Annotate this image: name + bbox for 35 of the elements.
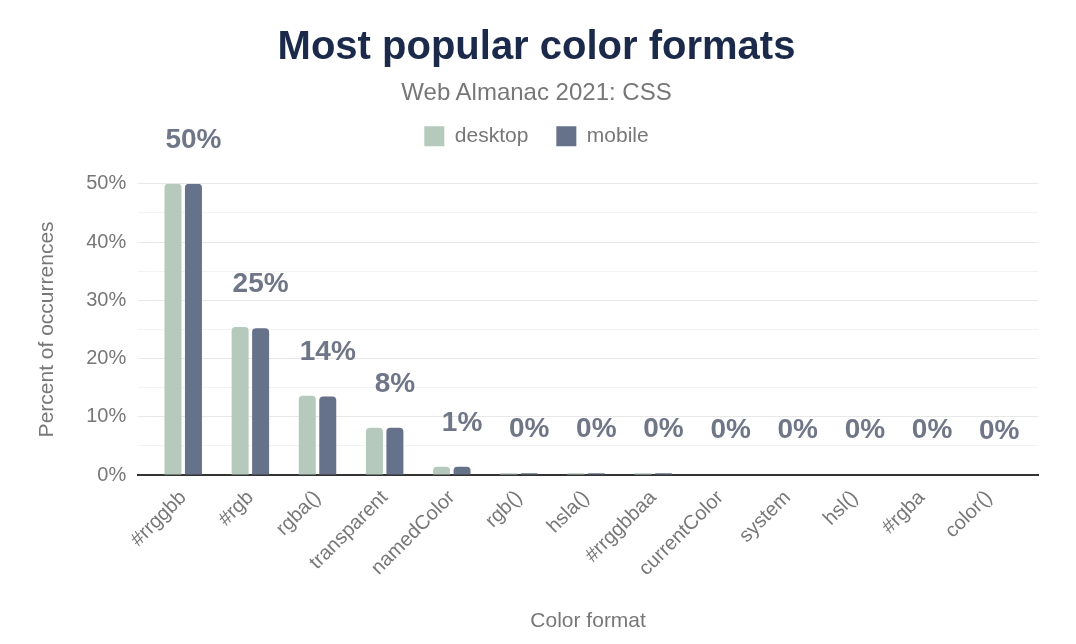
data-label: 50% bbox=[165, 122, 222, 154]
y-tick-label: 50% bbox=[86, 171, 127, 194]
legend-label: desktop bbox=[454, 123, 529, 147]
bar bbox=[252, 328, 270, 475]
bar bbox=[319, 396, 337, 475]
chart-title: Most popular color formats bbox=[277, 23, 796, 68]
data-label: 0% bbox=[710, 413, 751, 445]
x-tick-label: #rgb bbox=[213, 485, 258, 530]
legend-label: mobile bbox=[586, 123, 649, 147]
data-label: 8% bbox=[374, 366, 416, 398]
data-label: 0% bbox=[643, 411, 684, 443]
data-label: 1% bbox=[441, 405, 483, 437]
y-tick-label: 40% bbox=[86, 229, 127, 252]
data-label: 0% bbox=[844, 413, 886, 445]
data-label: 0% bbox=[978, 413, 1020, 445]
data-label: 0% bbox=[576, 411, 617, 443]
bar bbox=[365, 427, 383, 475]
bar bbox=[184, 183, 202, 475]
y-axis-title: Percent of occurrences bbox=[34, 221, 58, 438]
bar bbox=[164, 183, 182, 475]
y-tick-label: 30% bbox=[86, 287, 127, 310]
y-tick-label: 0% bbox=[97, 462, 127, 485]
data-label: 0% bbox=[508, 411, 550, 443]
bar bbox=[298, 395, 316, 475]
bar bbox=[231, 327, 249, 475]
data-label: 0% bbox=[911, 413, 953, 445]
x-axis-title: Color format bbox=[530, 608, 647, 632]
chart-subtitle: Web Almanac 2021: CSS bbox=[401, 78, 672, 106]
bar bbox=[386, 427, 404, 475]
data-label: 14% bbox=[299, 335, 356, 367]
y-tick-label: 10% bbox=[86, 404, 127, 427]
data-label: 25% bbox=[232, 266, 289, 298]
y-tick-label: 20% bbox=[86, 346, 127, 369]
x-tick-label: hsl() bbox=[818, 485, 862, 529]
data-label: 0% bbox=[777, 413, 819, 445]
